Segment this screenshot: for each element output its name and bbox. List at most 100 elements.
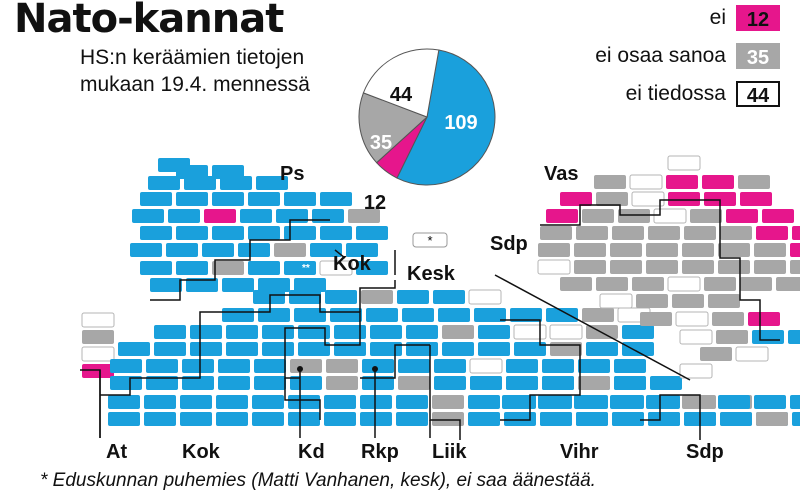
seat (289, 290, 321, 304)
seat (470, 376, 502, 390)
seat (140, 261, 172, 275)
party-label-at: At (106, 441, 127, 463)
seat (720, 226, 752, 240)
seat (718, 243, 750, 257)
seat (348, 209, 380, 223)
seat (82, 364, 114, 378)
seat (596, 277, 628, 291)
seat (560, 192, 592, 206)
seat (790, 260, 800, 274)
seat (538, 243, 570, 257)
seat (248, 226, 280, 240)
seat (506, 359, 538, 373)
seat (594, 175, 626, 189)
seat (397, 290, 429, 304)
seat (212, 226, 244, 240)
pie-slice-ei-tiedossa (362, 48, 440, 118)
seat (176, 192, 208, 206)
seat (319, 260, 353, 276)
seat (238, 243, 270, 257)
seat (216, 412, 248, 426)
seat (398, 359, 430, 373)
party-label-liik: Liik (432, 441, 467, 463)
party-label-vas: Vas (544, 163, 578, 185)
seat (690, 209, 722, 223)
seat (325, 290, 357, 304)
seat (550, 342, 582, 356)
seat (599, 293, 633, 309)
legend-item-ei-tiedossa: ei tiedossa 44 (626, 81, 780, 111)
seat (362, 376, 394, 390)
seat (748, 312, 780, 326)
seat (704, 192, 736, 206)
seat (618, 209, 650, 223)
seat (356, 226, 388, 240)
seat (176, 165, 208, 179)
seat (560, 277, 592, 291)
seat (258, 278, 290, 292)
seat (718, 260, 750, 274)
seat (326, 359, 358, 373)
seat (148, 176, 180, 190)
seat (540, 412, 572, 426)
seat (362, 359, 394, 373)
seat (254, 359, 286, 373)
party-label-ps: Ps (280, 163, 304, 185)
seat (788, 330, 800, 344)
seat (334, 342, 366, 356)
seat (324, 395, 356, 409)
seat (146, 359, 178, 373)
seat (81, 346, 115, 362)
seat (640, 312, 672, 326)
seat (218, 376, 250, 390)
seat (361, 290, 393, 304)
seat (274, 243, 306, 257)
seat (132, 209, 164, 223)
seat (186, 278, 218, 292)
legend-label: ei (709, 6, 726, 29)
legend-swatch: 35 (736, 43, 780, 69)
seat (202, 243, 234, 257)
seat (646, 243, 678, 257)
seat (212, 192, 244, 206)
legend-item-ei: ei 12 (710, 5, 780, 35)
seat (776, 277, 800, 291)
seat (360, 395, 392, 409)
seat (754, 260, 786, 274)
seat (140, 226, 172, 240)
seat (574, 243, 606, 257)
seat (226, 342, 258, 356)
seat (432, 395, 464, 409)
seat (650, 376, 682, 390)
seat (81, 312, 115, 328)
seat (176, 226, 208, 240)
seat (176, 261, 208, 275)
seat (666, 175, 698, 189)
seat (406, 325, 438, 339)
seat (438, 308, 470, 322)
seat (542, 376, 574, 390)
seat (546, 209, 578, 223)
seat (212, 165, 244, 179)
party-labels: Ps Kok Kesk Vas Sdp At Kok Kd Rkp Liik Vihr Sdp (106, 163, 724, 463)
seat (118, 342, 150, 356)
seat (402, 308, 434, 322)
seat (576, 226, 608, 240)
party-label-rkp: Rkp (361, 441, 399, 463)
seat (478, 325, 510, 339)
speaker-seat: * (412, 232, 448, 248)
seat (726, 209, 758, 223)
seat (468, 395, 500, 409)
seat (180, 395, 212, 409)
seat (222, 308, 254, 322)
seat (110, 376, 142, 390)
seat (212, 261, 244, 275)
seat (610, 260, 642, 274)
seat (146, 376, 178, 390)
pie-chart: 109 12 35 44 (358, 48, 496, 214)
seat (256, 176, 288, 190)
seat (330, 308, 362, 322)
seat (549, 324, 583, 340)
seat (622, 342, 654, 356)
seat (504, 412, 536, 426)
